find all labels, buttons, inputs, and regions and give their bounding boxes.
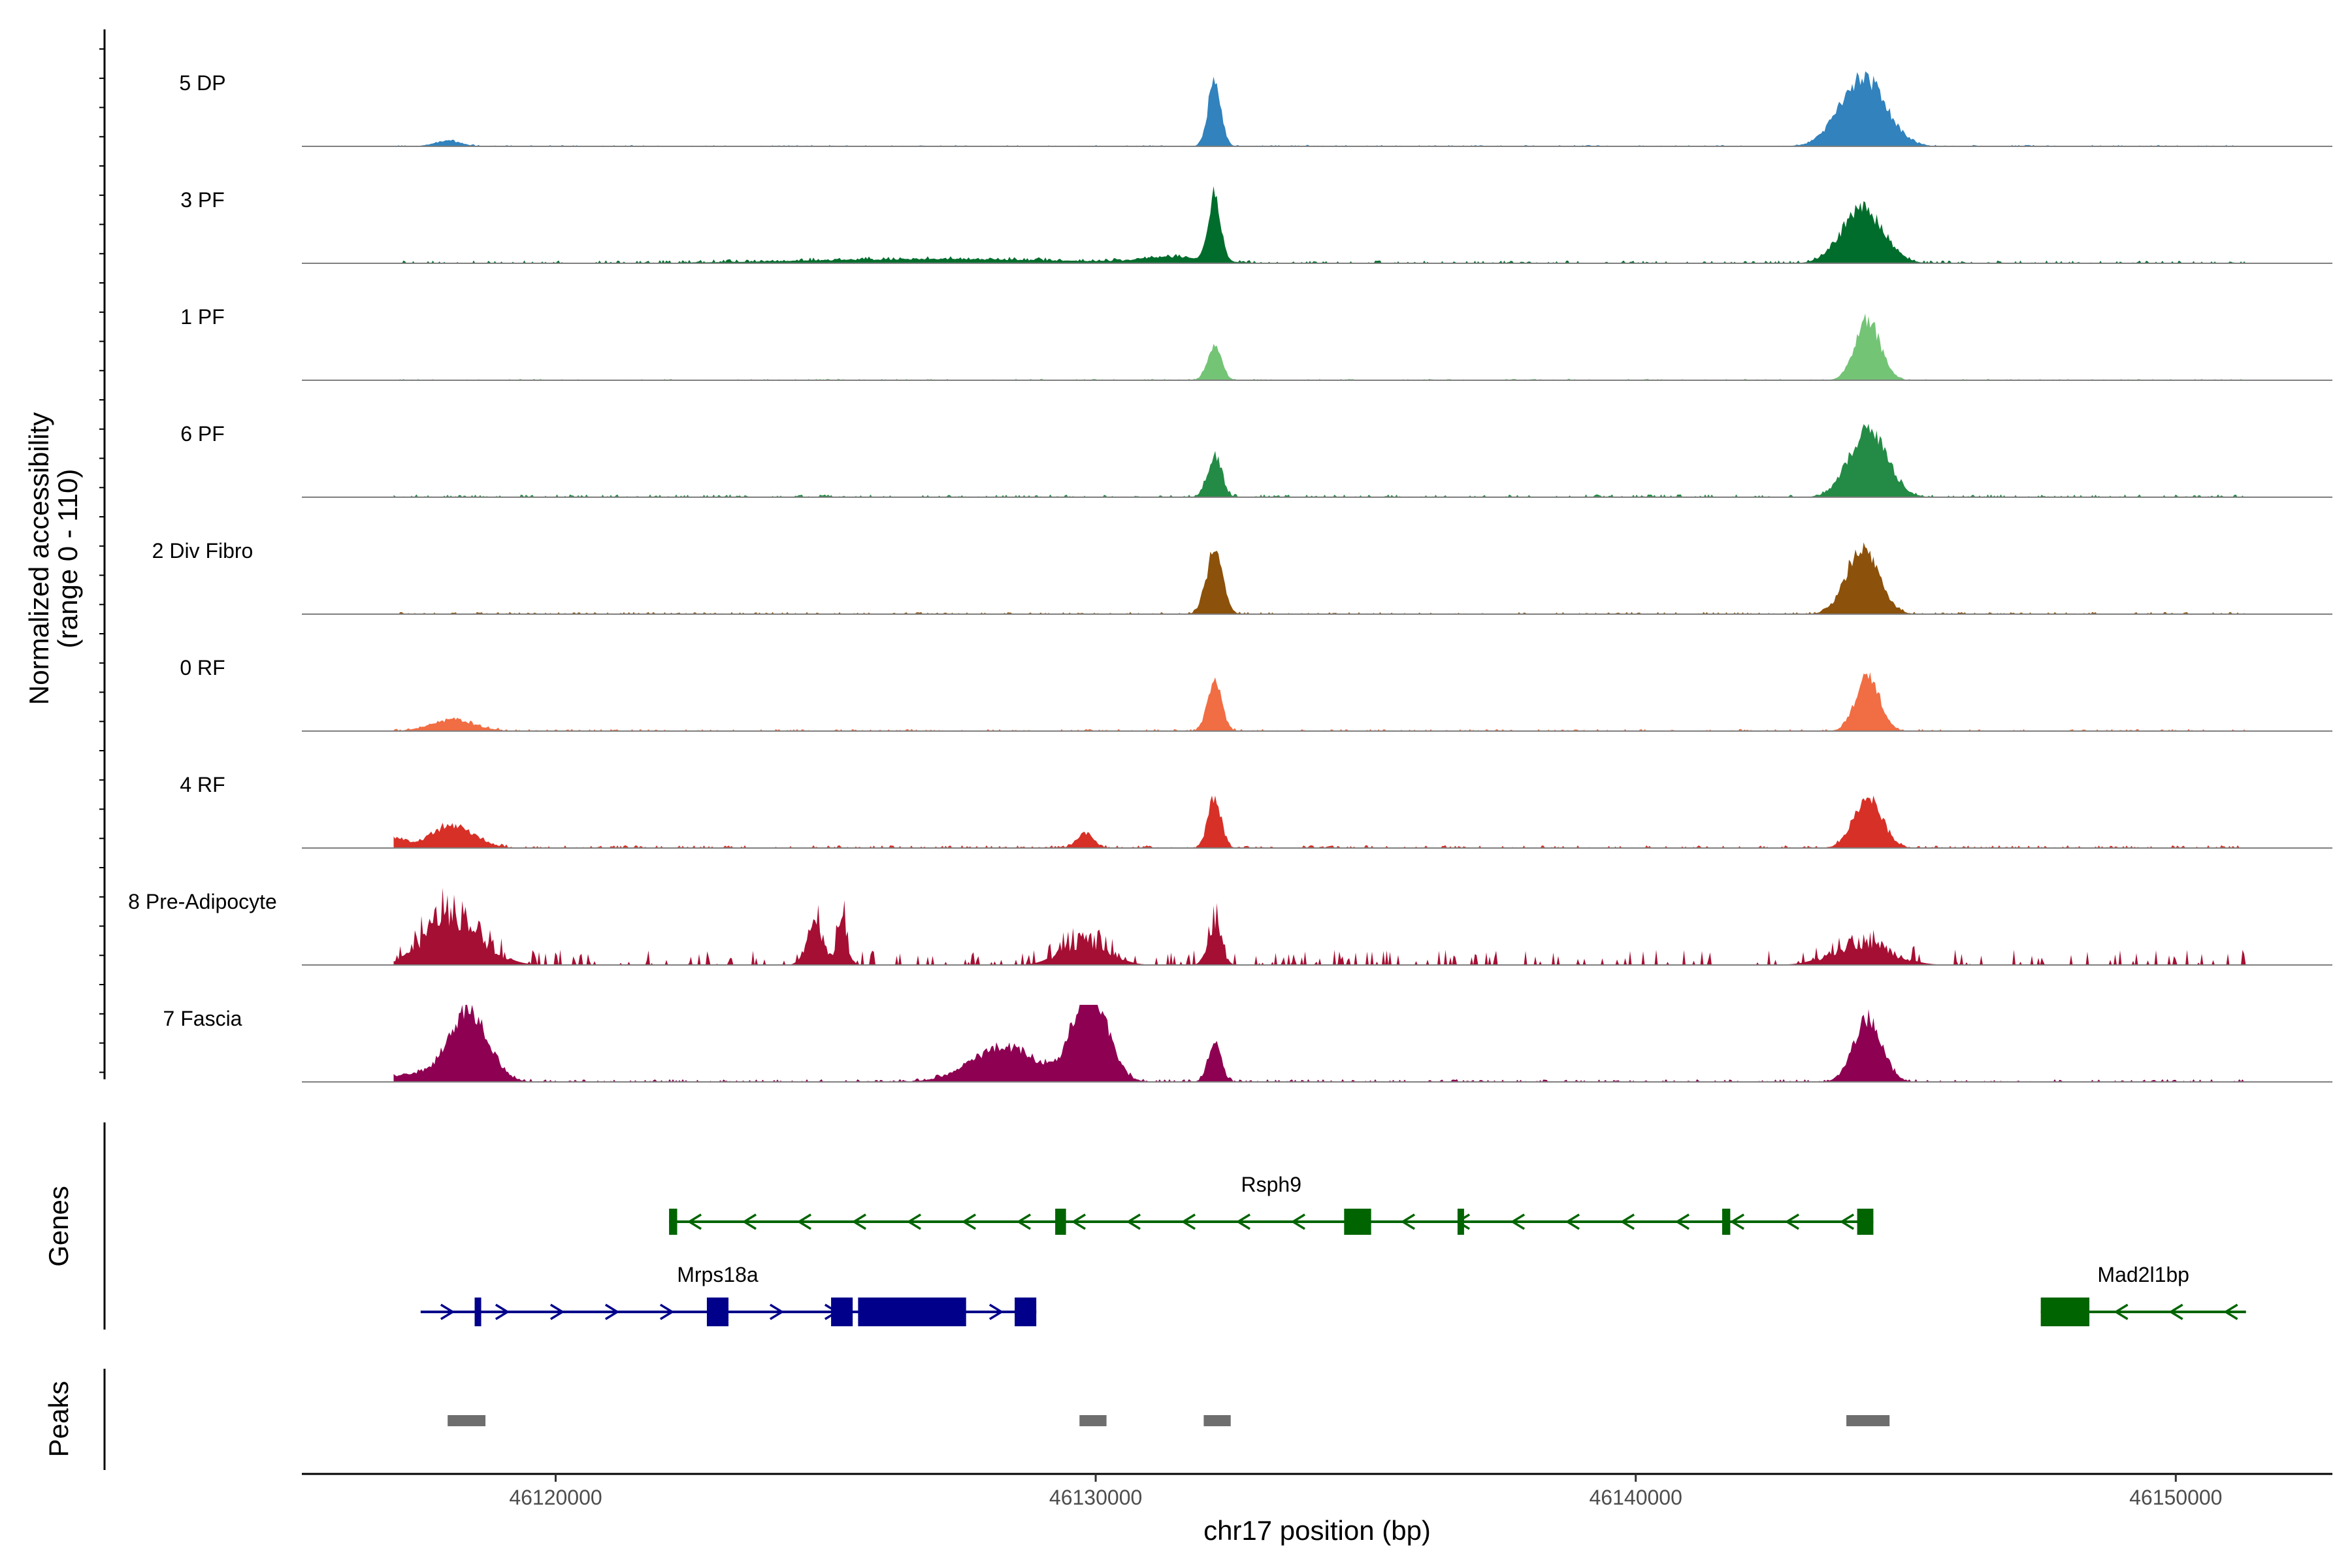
strand-arrow [796, 1213, 812, 1230]
genes-panel-title: Genes [43, 1186, 74, 1267]
peak-region [1079, 1415, 1107, 1426]
strand-arrow [2223, 1303, 2238, 1320]
track-label: 0 RF [180, 656, 225, 679]
coverage-area-1 [393, 186, 2246, 263]
coverage-area-5 [393, 672, 2246, 731]
strand-arrow [1071, 1213, 1086, 1230]
track-6-pf: 6 PF [180, 422, 2332, 498]
gene-label: Rsph9 [1241, 1173, 1301, 1196]
strand-arrow [687, 1213, 702, 1230]
exon [858, 1298, 966, 1326]
strand-arrow [769, 1303, 785, 1320]
gene-label: Mad2l1bp [2097, 1263, 2189, 1286]
gene-label: Mrps18a [677, 1263, 759, 1286]
exon [1055, 1209, 1066, 1235]
coverage-area-8 [393, 1005, 2246, 1082]
track-label: 7 Fascia [163, 1007, 242, 1030]
x-tick-label: 46150000 [2129, 1486, 2222, 1509]
gene-mad2l1bp: Mad2l1bp [2040, 1263, 2246, 1326]
peak-region [448, 1415, 486, 1426]
strand-arrow [1181, 1213, 1196, 1230]
track-7-fascia: 7 Fascia [163, 1005, 2332, 1083]
strand-arrow [1016, 1213, 1032, 1230]
peaks-panel-title: Peaks [43, 1381, 74, 1458]
track-3-pf: 3 PF [180, 186, 2332, 264]
track-4-rf: 4 RF [180, 773, 2332, 849]
strand-arrow [2114, 1303, 2129, 1320]
x-axis-title: chr17 position (bp) [1203, 1515, 1431, 1546]
strand-arrow [1674, 1213, 1690, 1230]
strand-arrow [1290, 1213, 1306, 1230]
strand-arrow [1729, 1213, 1745, 1230]
strand-arrow [1126, 1213, 1141, 1230]
strand-arrow [2168, 1303, 2183, 1320]
track-0-rf: 0 RF [180, 656, 2332, 732]
track-8-pre-adipocyte: 8 Pre-Adipocyte [128, 888, 2332, 966]
strand-arrow [851, 1213, 867, 1230]
x-tick-label: 46130000 [1049, 1486, 1142, 1509]
strand-arrow [906, 1213, 922, 1230]
coverage-area-2 [393, 313, 2246, 380]
gene-mrps18a: Mrps18a [420, 1263, 1037, 1326]
track-label: 3 PF [180, 188, 225, 212]
y-axis-title: Normalized accessibility [24, 412, 54, 705]
y-axis-title-line2: (range 0 - 110) [52, 469, 83, 649]
exon [1344, 1209, 1371, 1235]
strand-arrow [1400, 1213, 1416, 1230]
track-2-div-fibro: 2 Div Fibro [152, 539, 2332, 615]
coverage-area-6 [393, 795, 2246, 848]
exon [1722, 1209, 1731, 1235]
exon [669, 1209, 678, 1235]
strand-arrow [1235, 1213, 1251, 1230]
exon [1857, 1209, 1874, 1235]
strand-arrow [604, 1303, 620, 1320]
strand-arrow [1565, 1213, 1580, 1230]
coverage-area-7 [393, 888, 2246, 965]
strand-arrow [549, 1303, 565, 1320]
coverage-tracks: 5 DP 3 PF 1 PF 6 PF 2 Div Fibro 0 RF 4 RF 8 Pre… [128, 71, 2332, 1083]
strand-arrow [1620, 1213, 1635, 1230]
strand-arrow [1784, 1213, 1800, 1230]
exon [1457, 1209, 1464, 1235]
coverage-y-ticks [99, 48, 105, 1073]
track-label: 6 PF [180, 422, 225, 446]
strand-arrow [742, 1213, 757, 1230]
gene-rsph9: Rsph9 [669, 1173, 1874, 1235]
peak-region [1846, 1415, 1890, 1426]
peak-region [1203, 1415, 1231, 1426]
track-label: 1 PF [180, 305, 225, 329]
track-label: 8 Pre-Adipocyte [128, 890, 277, 913]
track-5-dp: 5 DP [179, 71, 2332, 147]
coverage-area-4 [393, 542, 2246, 614]
exon [706, 1298, 729, 1326]
x-tick-label: 46140000 [1590, 1486, 1682, 1509]
track-label: 4 RF [180, 773, 225, 796]
exon [831, 1298, 853, 1326]
peaks-panel [448, 1415, 1890, 1426]
x-axis-ticks: 46120000 46130000 46140000 46150000 [509, 1474, 2222, 1509]
exon [1015, 1298, 1037, 1326]
track-1-pf: 1 PF [180, 305, 2332, 381]
coverage-area-3 [393, 423, 2246, 497]
strand-arrow [440, 1303, 455, 1320]
exon [474, 1298, 482, 1326]
strand-arrow [1839, 1213, 1855, 1230]
genes-panel: Rsph9 Mrps18a Mad2l1bp [420, 1173, 2246, 1326]
coverage-area-0 [393, 71, 2246, 146]
strand-arrow [961, 1213, 977, 1230]
strand-arrow [988, 1303, 1004, 1320]
x-tick-label: 46120000 [509, 1486, 602, 1509]
y-axis-title-line1: Normalized accessibility [24, 412, 54, 705]
strand-arrow [659, 1303, 675, 1320]
exon [2040, 1298, 2090, 1326]
track-label: 2 Div Fibro [152, 539, 253, 563]
track-label: 5 DP [179, 71, 225, 95]
strand-arrow [495, 1303, 510, 1320]
strand-arrow [1510, 1213, 1526, 1230]
